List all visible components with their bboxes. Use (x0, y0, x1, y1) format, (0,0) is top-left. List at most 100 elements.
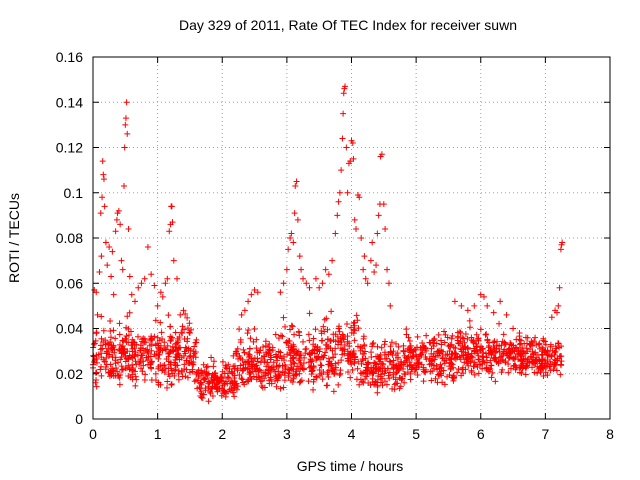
data-point (286, 367, 293, 374)
data-point (374, 230, 381, 237)
data-point (284, 351, 291, 358)
data-point (351, 337, 358, 344)
data-point (241, 349, 248, 356)
data-point (527, 346, 533, 353)
data-point (125, 362, 132, 369)
x-tick-label: 0 (89, 426, 97, 442)
data-point (251, 325, 258, 332)
data-point (245, 378, 252, 385)
data-point (439, 354, 446, 361)
data-point (454, 353, 461, 360)
data-point (303, 280, 310, 287)
data-point (221, 388, 228, 395)
data-point (159, 362, 166, 369)
data-point (412, 351, 419, 358)
data-point (394, 350, 401, 357)
data-point (353, 225, 360, 232)
data-point (162, 280, 169, 287)
data-point (360, 335, 367, 342)
data-point (549, 347, 556, 354)
y-tick-label: 0.06 (56, 275, 83, 291)
data-point (186, 353, 193, 360)
data-point (184, 325, 191, 332)
data-point (559, 239, 566, 246)
data-point (184, 314, 191, 321)
data-point (185, 347, 192, 354)
data-point (441, 360, 448, 367)
data-point (536, 340, 543, 347)
data-point (192, 354, 199, 361)
data-point (502, 341, 509, 348)
data-point (245, 354, 252, 361)
data-point (468, 353, 475, 360)
data-point (170, 257, 177, 264)
data-point (431, 336, 438, 343)
data-point (539, 351, 546, 358)
data-point (155, 363, 162, 370)
data-point (444, 373, 451, 380)
data-point (325, 374, 332, 381)
data-point (385, 280, 392, 287)
data-point (300, 365, 307, 372)
data-point (350, 320, 357, 327)
data-point (110, 327, 117, 334)
data-point (107, 361, 114, 368)
data-point (246, 369, 253, 376)
data-point (218, 392, 225, 399)
data-point (277, 289, 284, 296)
data-point (262, 338, 269, 345)
data-point (509, 347, 516, 354)
data-point (386, 369, 393, 376)
x-tick-label: 2 (218, 426, 226, 442)
data-point (124, 313, 131, 320)
data-point (388, 339, 395, 346)
data-point (138, 365, 145, 372)
data-point (112, 228, 119, 235)
data-point (296, 332, 303, 339)
data-point (343, 320, 350, 327)
data-point (282, 363, 289, 370)
data-point (250, 361, 257, 368)
data-point (488, 347, 495, 354)
data-point (322, 349, 329, 356)
data-point (102, 337, 109, 344)
data-point (343, 144, 350, 151)
data-point (291, 349, 298, 356)
data-point (359, 356, 366, 363)
data-point (267, 374, 274, 381)
data-point (339, 335, 346, 342)
data-point (226, 365, 233, 372)
data-point (264, 359, 271, 366)
data-point (530, 354, 537, 361)
data-point (419, 339, 426, 346)
data-point (357, 370, 364, 377)
data-point (387, 343, 394, 350)
data-point (140, 335, 147, 342)
grid (93, 57, 610, 419)
data-point (532, 334, 539, 341)
data-point (457, 329, 464, 336)
data-point (225, 361, 232, 368)
data-point (503, 311, 510, 318)
data-point (330, 388, 337, 395)
data-point (300, 275, 307, 282)
data-point (172, 356, 179, 363)
data-point (306, 337, 313, 344)
data-point (134, 333, 141, 340)
data-point (351, 360, 358, 367)
data-point (340, 346, 347, 353)
data-point (132, 349, 139, 356)
data-point (417, 344, 424, 351)
data-point (458, 348, 465, 355)
data-point (447, 341, 454, 348)
data-point (448, 354, 455, 361)
data-point (484, 336, 491, 343)
data-point (320, 323, 327, 330)
data-point (275, 363, 282, 370)
data-point (245, 298, 252, 305)
data-point (154, 302, 161, 309)
x-tick-label: 3 (283, 426, 291, 442)
data-point (409, 364, 416, 371)
data-point (542, 341, 549, 348)
data-point (224, 380, 231, 387)
